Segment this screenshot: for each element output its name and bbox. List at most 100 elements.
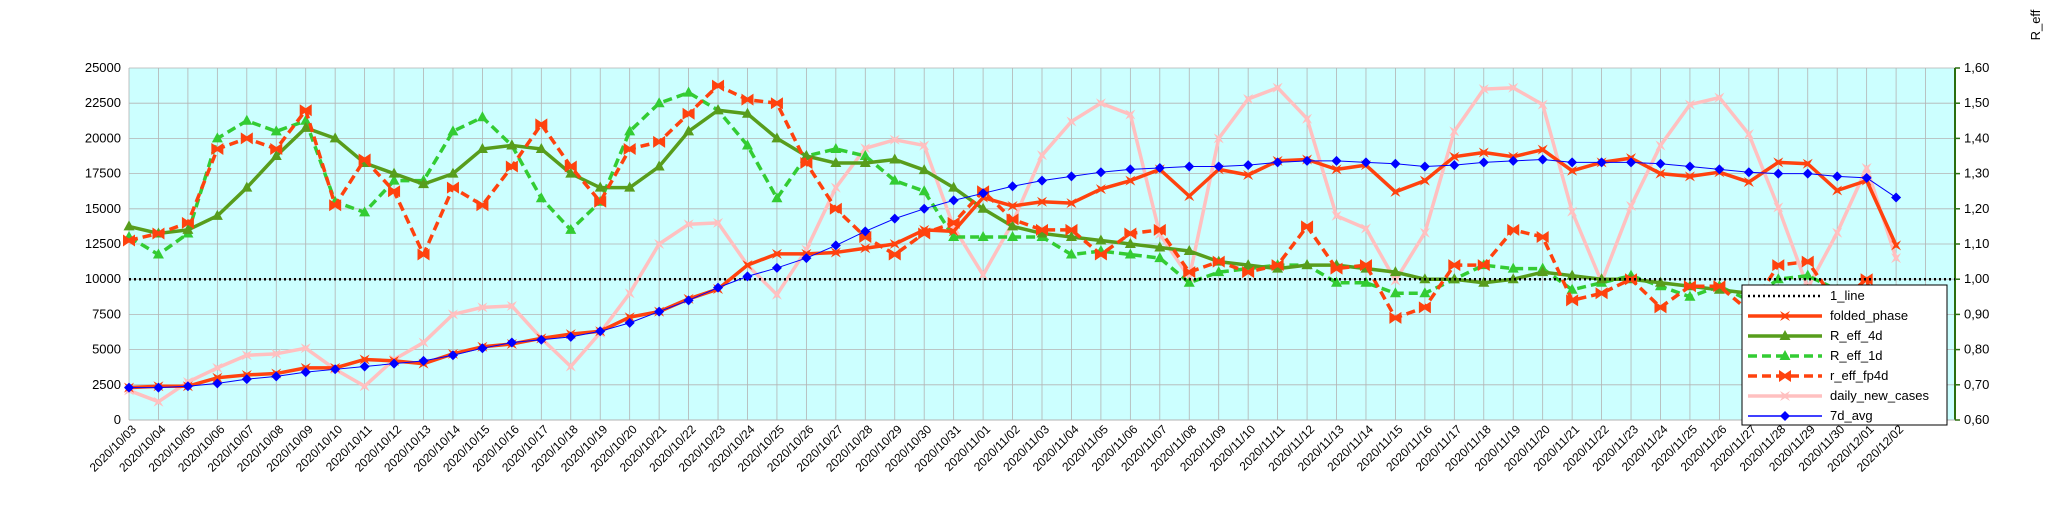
data-point <box>683 86 695 97</box>
data-point <box>447 125 459 136</box>
data-point <box>654 239 665 249</box>
data-point <box>212 372 223 383</box>
data-point <box>919 203 930 214</box>
data-point <box>771 192 783 203</box>
data-point <box>1331 155 1342 166</box>
data-point <box>859 150 871 160</box>
data-point <box>1065 248 1077 259</box>
data-point <box>1625 273 1638 286</box>
data-point <box>1124 248 1136 259</box>
data-point <box>1779 330 1791 340</box>
data-point <box>211 209 223 220</box>
legend-item: R_eff_1d <box>1748 348 1883 363</box>
data-point <box>1360 223 1371 234</box>
data-point <box>565 331 576 342</box>
data-point <box>1714 92 1725 103</box>
data-point <box>830 157 842 168</box>
data-point <box>1125 175 1136 186</box>
data-point <box>1891 253 1902 264</box>
data-point <box>1566 269 1578 280</box>
data-point <box>919 224 930 235</box>
y-tick-label: 7500 <box>92 306 121 321</box>
data-point <box>1124 227 1137 240</box>
data-point <box>536 334 547 345</box>
data-point <box>270 150 282 160</box>
data-point <box>1596 157 1607 168</box>
legend: 1_line folded_phase R_eff_4d R_eff_1d r_eff_… <box>1741 284 1948 426</box>
data-point <box>1066 116 1077 127</box>
data-point <box>742 260 753 271</box>
data-point <box>1713 280 1726 293</box>
data-point <box>1891 192 1902 203</box>
data-point <box>124 382 134 393</box>
y2-axis-label: R_eff <box>2028 9 2043 40</box>
data-point <box>1537 99 1548 110</box>
data-point <box>977 202 989 213</box>
data-point <box>948 230 960 241</box>
data-point <box>1301 259 1313 270</box>
y-tick-label: 15000 <box>85 201 121 216</box>
data-point <box>211 132 223 143</box>
data-point <box>1183 276 1195 287</box>
data-point <box>741 107 753 118</box>
data-point <box>1390 186 1401 197</box>
data-point <box>1654 301 1667 314</box>
data-point <box>1655 140 1666 151</box>
data-point <box>888 248 901 261</box>
data-point <box>1780 411 1790 421</box>
data-point <box>1449 126 1460 137</box>
data-point <box>476 142 488 153</box>
data-point <box>1683 280 1696 293</box>
data-point <box>1037 150 1047 161</box>
data-point <box>1359 259 1372 272</box>
data-point <box>1448 259 1461 272</box>
data-point <box>418 355 429 366</box>
data-point <box>1780 311 1790 321</box>
data-point <box>712 79 725 92</box>
data-point <box>535 118 548 131</box>
data-point <box>153 382 164 393</box>
data-point <box>1802 269 1814 280</box>
data-point <box>1095 234 1107 245</box>
y-tick-label: 25000 <box>85 60 121 75</box>
data-point <box>1780 391 1790 401</box>
data-point <box>1066 171 1077 182</box>
legend-item: 7d_avg <box>1748 408 1873 423</box>
data-point <box>1477 259 1490 272</box>
data-point <box>889 213 900 224</box>
data-point <box>741 93 754 106</box>
data-point <box>1478 276 1490 287</box>
legend-label: r_eff_fp4d <box>1830 368 1888 383</box>
data-point <box>889 174 901 185</box>
legend-label: folded_phase <box>1830 308 1908 323</box>
data-point <box>417 248 430 261</box>
data-point <box>565 167 577 178</box>
data-point <box>741 139 753 150</box>
data-point <box>329 199 342 212</box>
data-point <box>447 167 459 178</box>
data-point <box>299 104 312 117</box>
data-point <box>1184 161 1195 172</box>
data-point <box>1891 240 1902 251</box>
data-point <box>1772 259 1785 272</box>
data-point <box>1213 133 1224 144</box>
data-point <box>1094 248 1107 261</box>
data-point <box>1654 276 1666 287</box>
data-point <box>1007 220 1019 231</box>
data-point <box>948 195 959 206</box>
legend-item: R_eff_4d <box>1748 328 1883 343</box>
data-point <box>1212 255 1225 268</box>
data-point <box>1036 227 1048 238</box>
data-point <box>859 230 872 243</box>
data-point <box>653 160 665 171</box>
data-point <box>1832 227 1843 238</box>
data-point <box>1184 191 1195 202</box>
data-point <box>1684 99 1695 110</box>
data-point <box>1419 161 1430 172</box>
data-point <box>418 337 429 348</box>
data-point <box>801 253 812 264</box>
data-point <box>1242 266 1255 279</box>
data-point <box>1007 200 1018 211</box>
legend-label: R_eff_1d <box>1830 348 1883 363</box>
data-point <box>1302 113 1313 124</box>
